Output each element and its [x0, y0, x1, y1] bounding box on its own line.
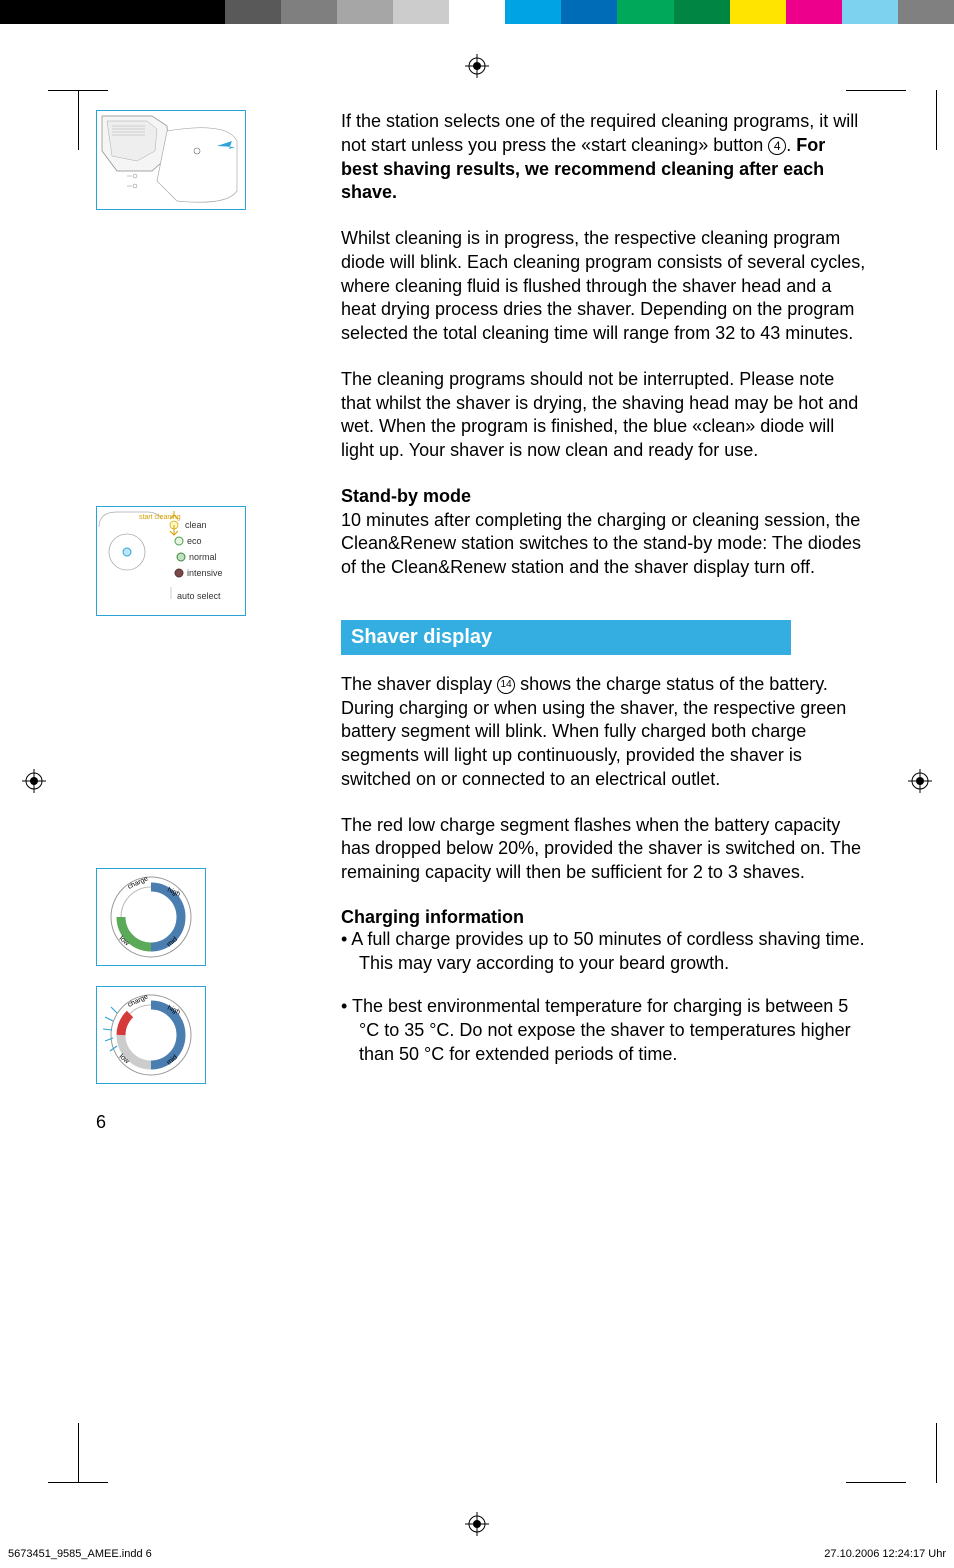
figure-display-low: charge high low mid [96, 986, 206, 1084]
svg-text:clean: clean [185, 520, 207, 530]
svg-text:auto select: auto select [177, 591, 221, 601]
registration-mark-icon [22, 769, 46, 799]
figure-display-charge: charge high low mid [96, 868, 206, 966]
text-column: If the station selects one of the requir… [316, 110, 866, 1133]
section-header-shaver-display: Shaver display [341, 620, 791, 655]
footer-filename: 5673451_9585_AMEE.indd 6 [8, 1548, 152, 1560]
figure-shaver-station [96, 110, 246, 210]
paragraph: The cleaning programs should not be inte… [341, 368, 866, 463]
registration-mark-icon [908, 769, 932, 799]
paragraph: If the station selects one of the requir… [341, 110, 866, 205]
figure-station-dial: clean eco normal intensive auto select s… [96, 506, 246, 616]
svg-text:normal: normal [189, 552, 217, 562]
registration-mark-icon [465, 54, 489, 84]
registration-mark-icon [465, 1512, 489, 1542]
list-item: • A full charge provides up to 50 minute… [341, 928, 866, 976]
color-calibration-bar [0, 0, 954, 24]
page-number: 6 [96, 1112, 316, 1133]
paragraph: The shaver display 14 shows the charge s… [341, 673, 866, 792]
svg-text:eco: eco [187, 536, 202, 546]
ref-circled-14: 14 [497, 676, 515, 694]
page-content: clean eco normal intensive auto select s… [96, 110, 866, 1133]
ref-circled-4: 4 [768, 137, 786, 155]
list-item: • The best environmental temperature for… [341, 995, 866, 1066]
subheading: Stand-by mode [341, 486, 471, 506]
footer-timestamp: 27.10.2006 12:24:17 Uhr [824, 1548, 946, 1560]
paragraph: Whilst cleaning is in progress, the resp… [341, 227, 866, 346]
figure-column: clean eco normal intensive auto select s… [96, 110, 316, 1133]
subheading: Charging information [341, 907, 866, 928]
paragraph: The red low charge segment flashes when … [341, 814, 866, 885]
standby-section: Stand-by mode 10 minutes after completin… [341, 485, 866, 580]
svg-text:start cleaning: start cleaning [139, 514, 181, 521]
svg-text:intensive: intensive [187, 568, 223, 578]
bullet-list: • A full charge provides up to 50 minute… [341, 928, 866, 1067]
